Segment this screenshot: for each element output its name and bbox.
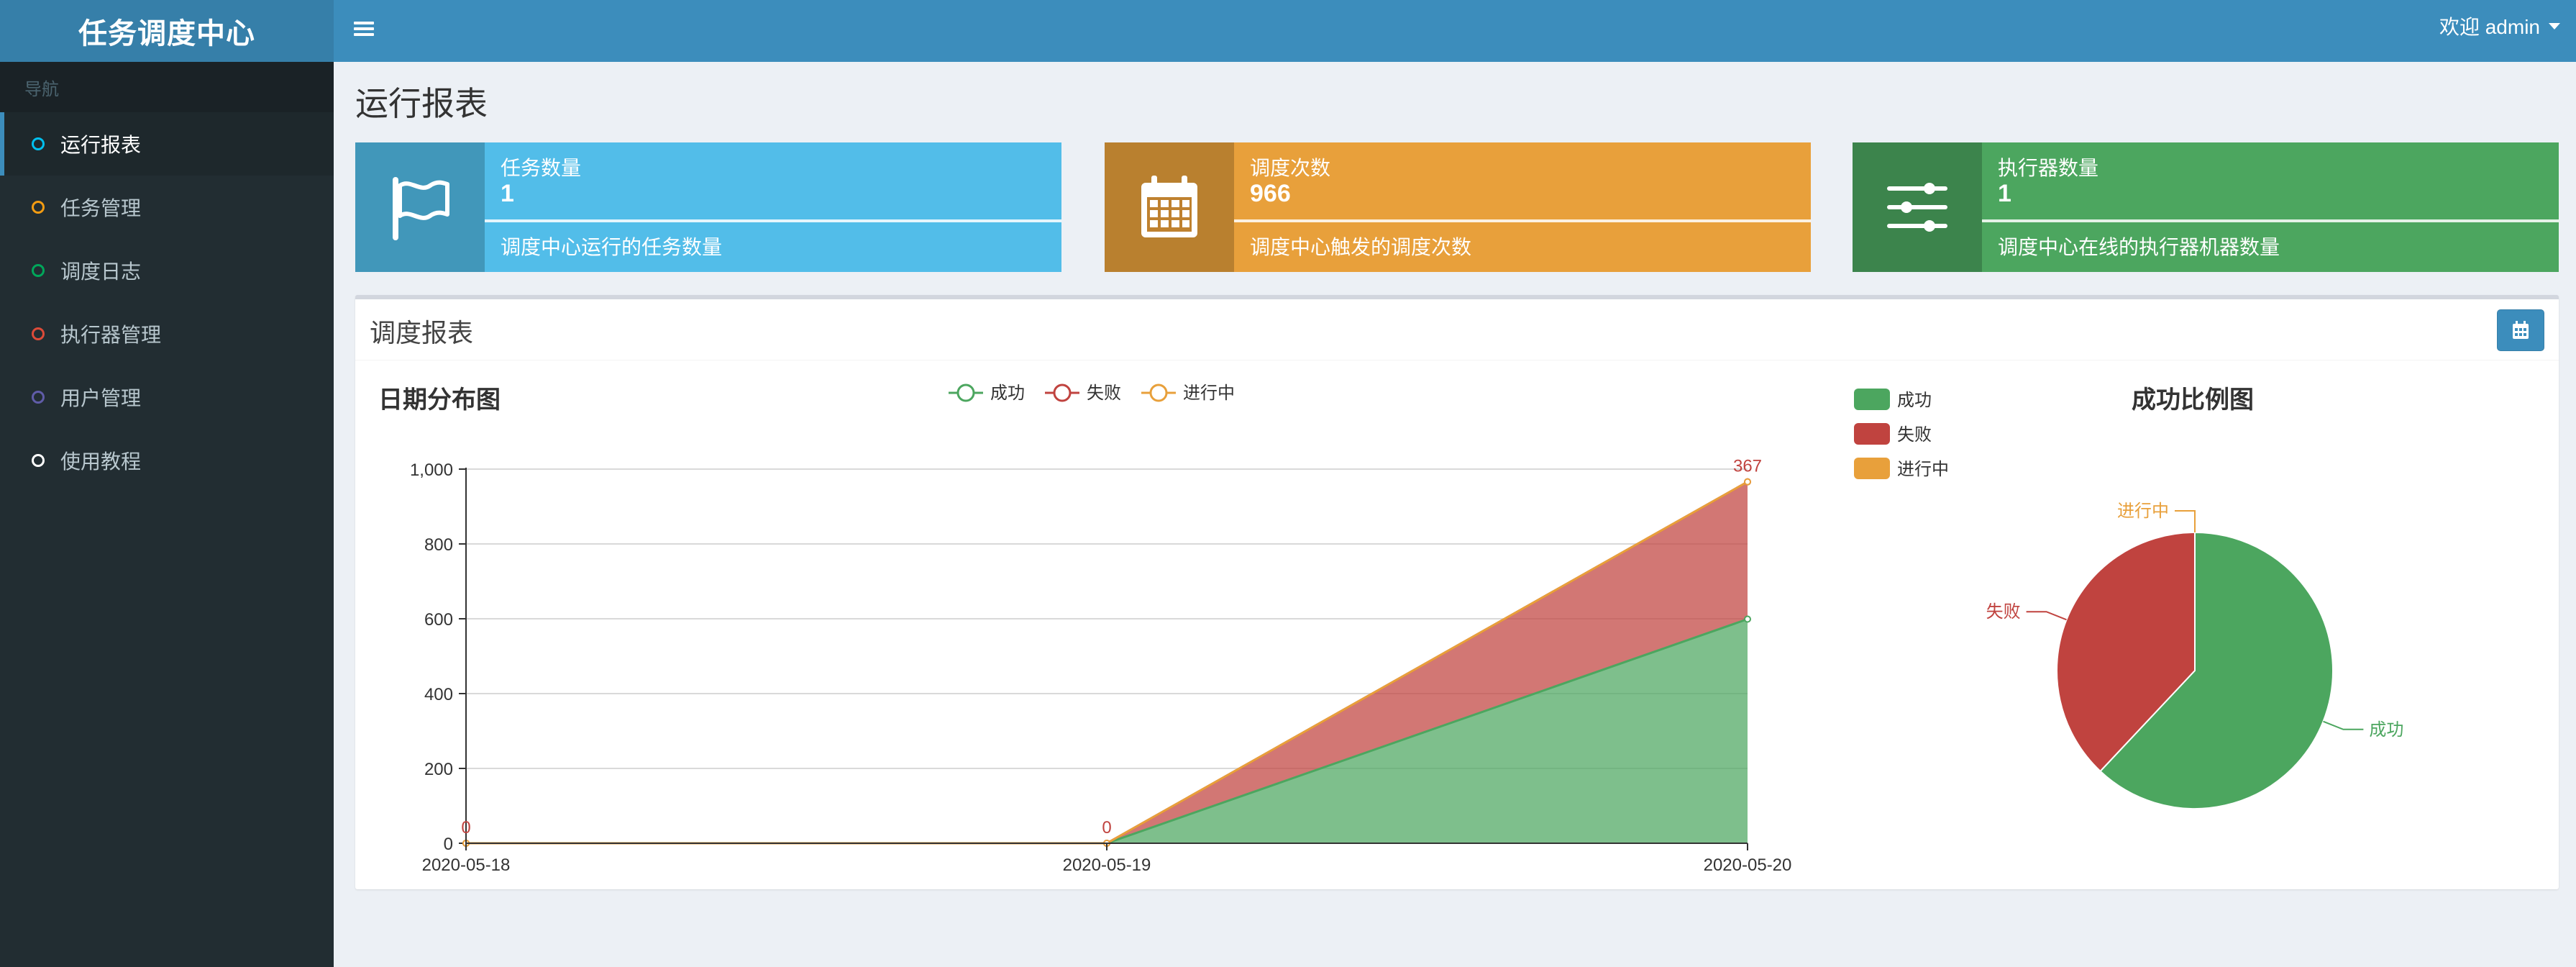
sidebar-nav: 运行报表任务管理调度日志执行器管理用户管理使用教程 xyxy=(0,112,334,492)
pie-label: 失败 xyxy=(1986,602,2021,622)
data-point xyxy=(1744,478,1751,486)
sliders-icon xyxy=(1853,142,1982,272)
x-tick-label: 2020-05-20 xyxy=(1704,855,1792,872)
sidebar-item-1[interactable]: 任务管理 xyxy=(0,176,334,239)
sidebar-item-label: 运行报表 xyxy=(60,134,142,156)
sidebar-item-label: 执行器管理 xyxy=(60,324,162,346)
circle-icon xyxy=(32,327,45,340)
y-tick-label: 800 xyxy=(424,535,453,555)
y-tick-label: 1,000 xyxy=(410,460,453,480)
user-greeting: 欢迎 admin xyxy=(2439,16,2540,38)
pie-label: 进行中 xyxy=(2117,501,2169,521)
circle-icon xyxy=(32,391,45,404)
info-box-content: 任务数量 1 调度中心运行的任务数量 xyxy=(485,142,1061,272)
sidebar-item-label: 任务管理 xyxy=(60,197,142,219)
caret-down-icon xyxy=(2549,22,2560,29)
x-tick-label: 2020-05-18 xyxy=(422,855,511,872)
sidebar-item-4[interactable]: 用户管理 xyxy=(0,366,334,429)
info-number: 966 xyxy=(1250,180,1291,207)
circle-icon xyxy=(32,137,45,150)
pie-chart-title: 成功比例图 xyxy=(2132,386,2254,414)
sidebar-item-3[interactable]: 执行器管理 xyxy=(0,302,334,366)
report-box: 调度报表 日期分布图 成功比例图 0 200 400 600 800 1,000 2020-… xyxy=(355,295,2559,889)
info-box-schedules: 调度次数 966 调度中心触发的调度次数 xyxy=(1105,142,1811,272)
info-description: 调度中心运行的任务数量 xyxy=(501,236,723,258)
info-description: 调度中心触发的调度次数 xyxy=(1250,236,1472,258)
data-label: 367 xyxy=(1733,457,1762,476)
progress-bar xyxy=(1234,219,1811,222)
circle-icon xyxy=(32,201,45,214)
pie-leader-line xyxy=(2323,720,2364,730)
menu-toggle-icon[interactable] xyxy=(354,19,374,40)
circle-icon xyxy=(32,264,45,277)
pie-leader-line xyxy=(2026,611,2067,621)
info-label: 调度次数 xyxy=(1250,157,1331,179)
info-label: 任务数量 xyxy=(501,157,582,179)
app-title: 任务调度中心 xyxy=(78,18,255,50)
pie-label: 成功 xyxy=(2369,720,2403,740)
area-0 xyxy=(466,619,1748,843)
legend-marker xyxy=(1053,383,1072,402)
flag-icon xyxy=(355,142,485,272)
page-title: 运行报表 xyxy=(355,85,488,122)
legend-label: 进行中 xyxy=(1183,383,1235,403)
sidebar-item-2[interactable]: 调度日志 xyxy=(0,239,334,302)
progress-bar xyxy=(1982,219,2559,222)
sidebar: 导航 运行报表任务管理调度日志执行器管理用户管理使用教程 xyxy=(0,62,334,967)
pie-slice-0 xyxy=(2099,531,2334,809)
pie-legend-label: 失败 xyxy=(1897,425,1932,445)
report-box-header: 调度报表 xyxy=(355,299,2559,360)
line-chart-title: 日期分布图 xyxy=(378,386,501,414)
x-tick-label: 2020-05-19 xyxy=(1063,855,1151,872)
report-title: 调度报表 xyxy=(370,318,474,348)
calendar-icon xyxy=(1105,142,1234,272)
info-box-content: 调度次数 966 调度中心触发的调度次数 xyxy=(1234,142,1811,272)
progress-bar xyxy=(485,219,1061,222)
data-label: 0 xyxy=(461,818,470,837)
pie-legend-swatch xyxy=(1854,423,1890,445)
legend-label: 失败 xyxy=(1087,383,1121,403)
pie-legend-label: 进行中 xyxy=(1897,460,1949,479)
top-navbar: 欢迎 admin xyxy=(334,0,2576,62)
circle-icon xyxy=(32,454,45,467)
calendar-icon xyxy=(2513,321,2529,339)
sidebar-item-label: 调度日志 xyxy=(60,260,142,283)
info-box-executors: 执行器数量 1 调度中心在线的执行器机器数量 xyxy=(1853,142,2559,272)
sidebar-header: 导航 xyxy=(0,62,334,112)
info-number: 1 xyxy=(1998,180,2011,207)
info-description: 调度中心在线的执行器机器数量 xyxy=(1998,236,2280,258)
report-charts: 0 200 400 600 800 1,000 2020-05-18 2020-05-19 20… xyxy=(410,383,2403,872)
pie-legend-swatch xyxy=(1854,389,1890,410)
pie-legend-swatch xyxy=(1854,458,1890,479)
y-tick-label: 400 xyxy=(424,685,453,704)
sidebar-item-label: 使用教程 xyxy=(60,450,142,473)
legend-marker xyxy=(956,383,975,402)
date-range-button[interactable] xyxy=(2497,309,2544,351)
app-logo[interactable]: 任务调度中心 xyxy=(0,0,334,62)
sidebar-item-5[interactable]: 使用教程 xyxy=(0,429,334,492)
info-number: 1 xyxy=(501,180,514,207)
pie-legend-label: 成功 xyxy=(1897,391,1932,410)
legend-marker xyxy=(1149,383,1168,402)
data-point xyxy=(1744,615,1751,623)
area-1 xyxy=(466,481,1748,843)
info-box-tasks: 任务数量 1 调度中心运行的任务数量 xyxy=(355,142,1061,272)
sidebar-item-label: 用户管理 xyxy=(60,387,142,409)
legend-label: 成功 xyxy=(990,383,1025,403)
y-tick-label: 600 xyxy=(424,610,453,630)
data-label: 0 xyxy=(1102,818,1111,837)
y-tick-label: 200 xyxy=(424,760,453,779)
user-menu[interactable]: 欢迎 admin xyxy=(2439,0,2560,52)
sidebar-item-0[interactable]: 运行报表 xyxy=(0,112,334,176)
info-box-content: 执行器数量 1 调度中心在线的执行器机器数量 xyxy=(1982,142,2559,272)
pie-leader-line xyxy=(2175,510,2196,532)
y-tick-label: 0 xyxy=(444,835,453,854)
info-label: 执行器数量 xyxy=(1998,157,2099,179)
